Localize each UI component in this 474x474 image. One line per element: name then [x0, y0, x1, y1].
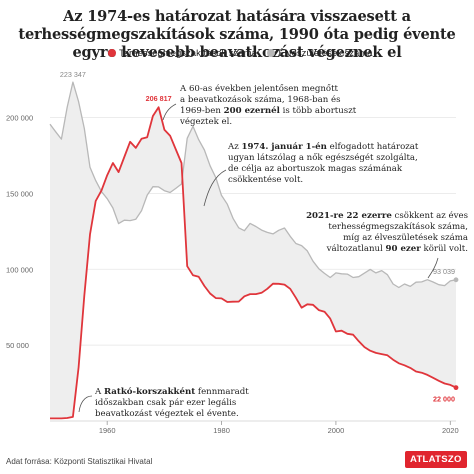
atlatszo-logo[interactable]: ATLATSZO: [405, 451, 467, 468]
connector-2021: [427, 257, 439, 279]
ann1-line4: végeztek el.: [180, 117, 233, 127]
data-label-births-2021: 93 039: [433, 267, 455, 276]
ann1-line3a: 1969-ben: [180, 106, 224, 116]
legend-dot-abortion: [108, 49, 116, 57]
ann4-line3: beavatkozást végeztek el évente.: [95, 409, 239, 419]
ann1-line3b: is több abortuszt: [279, 106, 357, 116]
ann3-line3: míg az élveszületések száma: [343, 233, 468, 243]
data-source: Adat forrása: Központi Statisztikai Hiva…: [6, 457, 153, 466]
series-line-abortions: [50, 106, 457, 420]
x-tick-label-3: 2020: [442, 426, 459, 435]
annotation-2021: 2021-re 22 ezerre csökkent az éves terhe…: [290, 211, 468, 255]
legend-label-abortion: Terhességmegszakítások száma: [119, 48, 257, 59]
ann3-bold2: 90 ezer: [385, 244, 421, 254]
annotation-1974: Az 1974. január 1-én elfogadott határoza…: [228, 142, 468, 186]
ann2-line2: ugyan látszólag a nők egészségét szolgál…: [228, 153, 418, 163]
ann2-line1a: Az: [228, 142, 242, 152]
y-tick-label-3: 200 000: [6, 114, 33, 123]
ann2-bold: 1974. január 1-én: [241, 142, 327, 152]
y-tick-label-0: 50 000: [6, 341, 29, 350]
data-label-births-max: 223 347: [60, 70, 86, 79]
annotation-1960s: A 60-as években jelentősen megnőtt a bea…: [180, 84, 370, 128]
ann2-line3: de célja az abortuszok magas számának: [228, 164, 403, 174]
ann1-line1: A 60-as években jelentősen megnőtt: [180, 84, 338, 94]
legend-item-abortion[interactable]: Terhességmegszakítások száma: [108, 48, 257, 59]
ann4-bold: Ratkó-korszakként: [103, 387, 196, 397]
connector-1960s: [162, 103, 177, 121]
y-tick-label-1: 100 000: [6, 265, 33, 274]
x-tick-label-2: 2000: [328, 426, 345, 435]
ann1-bold: 200 ezernél: [223, 106, 280, 116]
ann3-line2: terhességmegszakítások száma,: [328, 222, 468, 232]
ann4-line1b: fennmaradt: [195, 387, 249, 397]
ann3-bold1: 2021-re 22 ezerre: [306, 211, 392, 221]
ann4-line2: időszakban csak pár ezer legális: [95, 398, 237, 408]
connector-1974: [203, 169, 227, 207]
y-tick-label-2: 150 000: [6, 189, 33, 198]
annotation-ratko: A Ratkó-korszakként fennmaradt időszakba…: [95, 387, 295, 420]
connector-ratko: [78, 395, 93, 413]
data-label-abortions-2021: 22 000: [433, 395, 455, 404]
ann3-line4b: körül volt.: [420, 244, 468, 254]
legend-dot-births: [267, 49, 276, 57]
ann3-line1: csökkent az éves: [391, 211, 468, 221]
x-tick-label-0: 1960: [99, 426, 116, 435]
legend-label-births: Élveszületések száma: [278, 48, 373, 59]
ann2-line4: csökkentése volt.: [228, 175, 304, 185]
ann2-line1b: elfogadott határozat: [326, 142, 419, 152]
data-label-abortions-max: 206 817: [146, 94, 172, 103]
series-line-births: [49, 81, 457, 289]
legend-item-births[interactable]: Élveszületések száma: [267, 48, 372, 59]
endpoint-abortions: [453, 385, 459, 391]
ann1-line2: a beavatkozások száma, 1968-ban és: [180, 95, 341, 105]
chart-title: Az 1974-es határozat hatására visszaeset…: [18, 8, 456, 61]
legend: Terhességmegszakítások száma Élveszületé…: [108, 48, 380, 59]
endpoint-births: [453, 277, 459, 283]
ann4-line1a: A: [95, 387, 104, 397]
x-tick-label-1: 1980: [213, 426, 230, 435]
ann3-line4a: változatlanul: [326, 244, 386, 254]
gap-area: [50, 82, 456, 419]
